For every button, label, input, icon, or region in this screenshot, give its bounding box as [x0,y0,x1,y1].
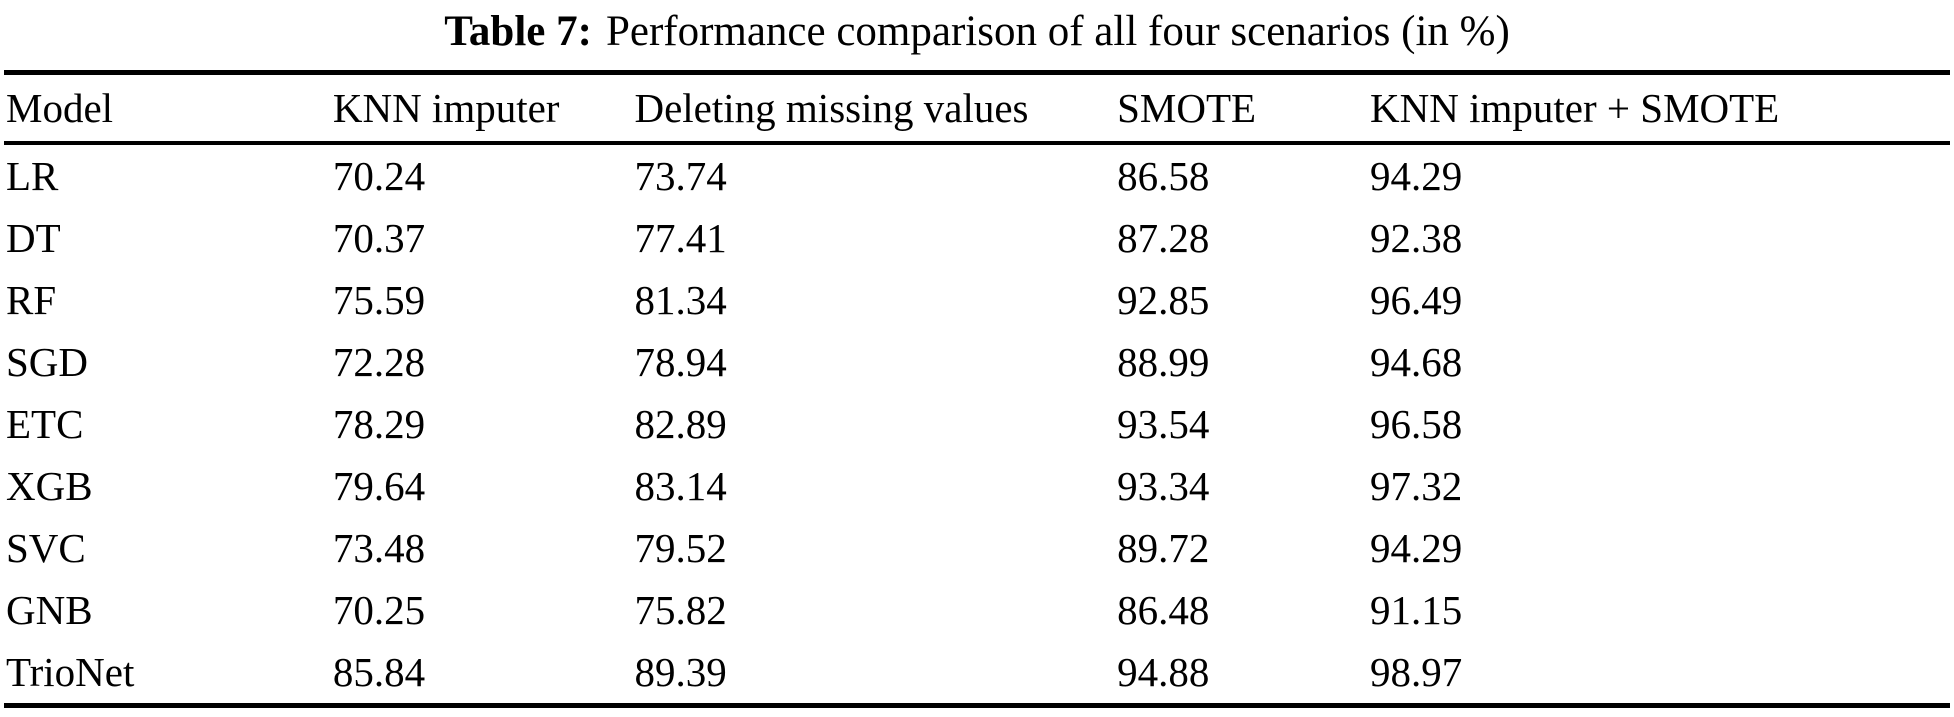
value-cell: 94.29 [1370,152,1463,199]
value-cell: 75.59 [332,276,426,323]
value-cell: 97.32 [1370,462,1463,509]
value-cell: 93.54 [1117,400,1210,447]
value-cell: 79.64 [332,462,426,509]
table-row: RF 75.59 81.34 92.85 96.49 [4,269,1950,331]
value-cell: 87.28 [1117,214,1210,261]
value-cell: 94.88 [1117,648,1210,695]
value-cell: 85.84 [332,648,426,695]
value-cell: 89.39 [634,648,727,695]
table-caption-text: Performance comparison of all four scena… [605,8,1510,55]
model-cell: LR [6,152,59,199]
value-cell: 82.89 [634,400,727,447]
value-cell: 92.85 [1117,276,1210,323]
value-cell: 70.25 [332,586,426,633]
value-cell: 96.58 [1370,400,1463,447]
value-cell: 79.52 [634,524,727,571]
model-cell: SVC [6,524,86,571]
value-cell: 81.34 [634,276,727,323]
header-knn-imputer: KNN imputer [332,84,560,131]
table-row: GNB 70.25 75.82 86.48 91.15 [4,579,1950,641]
model-cell: XGB [6,462,93,509]
value-cell: 70.37 [332,214,426,261]
table-caption-label: Table 7: [444,8,592,55]
performance-table: Model KNN imputer Deleting missing value… [4,69,1950,708]
value-cell: 70.24 [332,152,426,199]
value-cell: 86.48 [1117,586,1210,633]
value-cell: 89.72 [1117,524,1210,571]
value-cell: 92.38 [1370,214,1463,261]
model-cell: GNB [6,586,93,633]
value-cell: 78.29 [332,400,426,447]
table-header: Model KNN imputer Deleting missing value… [4,72,1950,143]
value-cell: 94.68 [1370,338,1463,385]
header-knn-imputer-plus-smote: KNN imputer + SMOTE [1370,84,1780,131]
value-cell: 93.34 [1117,462,1210,509]
table-header-row: Model KNN imputer Deleting missing value… [4,72,1950,143]
table-row: SVC 73.48 79.52 89.72 94.29 [4,517,1950,579]
value-cell: 96.49 [1370,276,1463,323]
value-cell: 77.41 [634,214,727,261]
table-body: LR 70.24 73.74 86.58 94.29 DT 70.37 77.41 87.28 9… [4,143,1950,706]
table-row: SGD 72.28 78.94 88.99 94.68 [4,331,1950,393]
header-model: Model [6,84,114,131]
table-row: DT 70.37 77.41 87.28 92.38 [4,207,1950,269]
model-cell: DT [6,214,61,261]
model-cell: SGD [6,338,89,385]
value-cell: 86.58 [1117,152,1210,199]
model-cell: ETC [6,400,84,447]
value-cell: 94.29 [1370,524,1463,571]
model-cell: RF [6,276,57,323]
value-cell: 73.48 [332,524,426,571]
value-cell: 88.99 [1117,338,1210,385]
header-deleting-missing-values: Deleting missing values [634,84,1029,131]
header-smote: SMOTE [1117,84,1257,131]
table-row: XGB 79.64 83.14 93.34 97.32 [4,455,1950,517]
table-row: LR 70.24 73.74 86.58 94.29 [4,143,1950,207]
table-row: TrioNet 85.84 89.39 94.88 98.97 [4,641,1950,706]
value-cell: 73.74 [634,152,727,199]
value-cell: 75.82 [634,586,727,633]
value-cell: 78.94 [634,338,727,385]
table-row: ETC 78.29 82.89 93.54 96.58 [4,393,1950,455]
value-cell: 72.28 [332,338,426,385]
value-cell: 98.97 [1370,648,1463,695]
table-caption: Table 7: Performance comparison of all fo… [4,6,1950,58]
value-cell: 83.14 [634,462,727,509]
value-cell: 91.15 [1370,586,1463,633]
model-cell: TrioNet [6,648,135,695]
